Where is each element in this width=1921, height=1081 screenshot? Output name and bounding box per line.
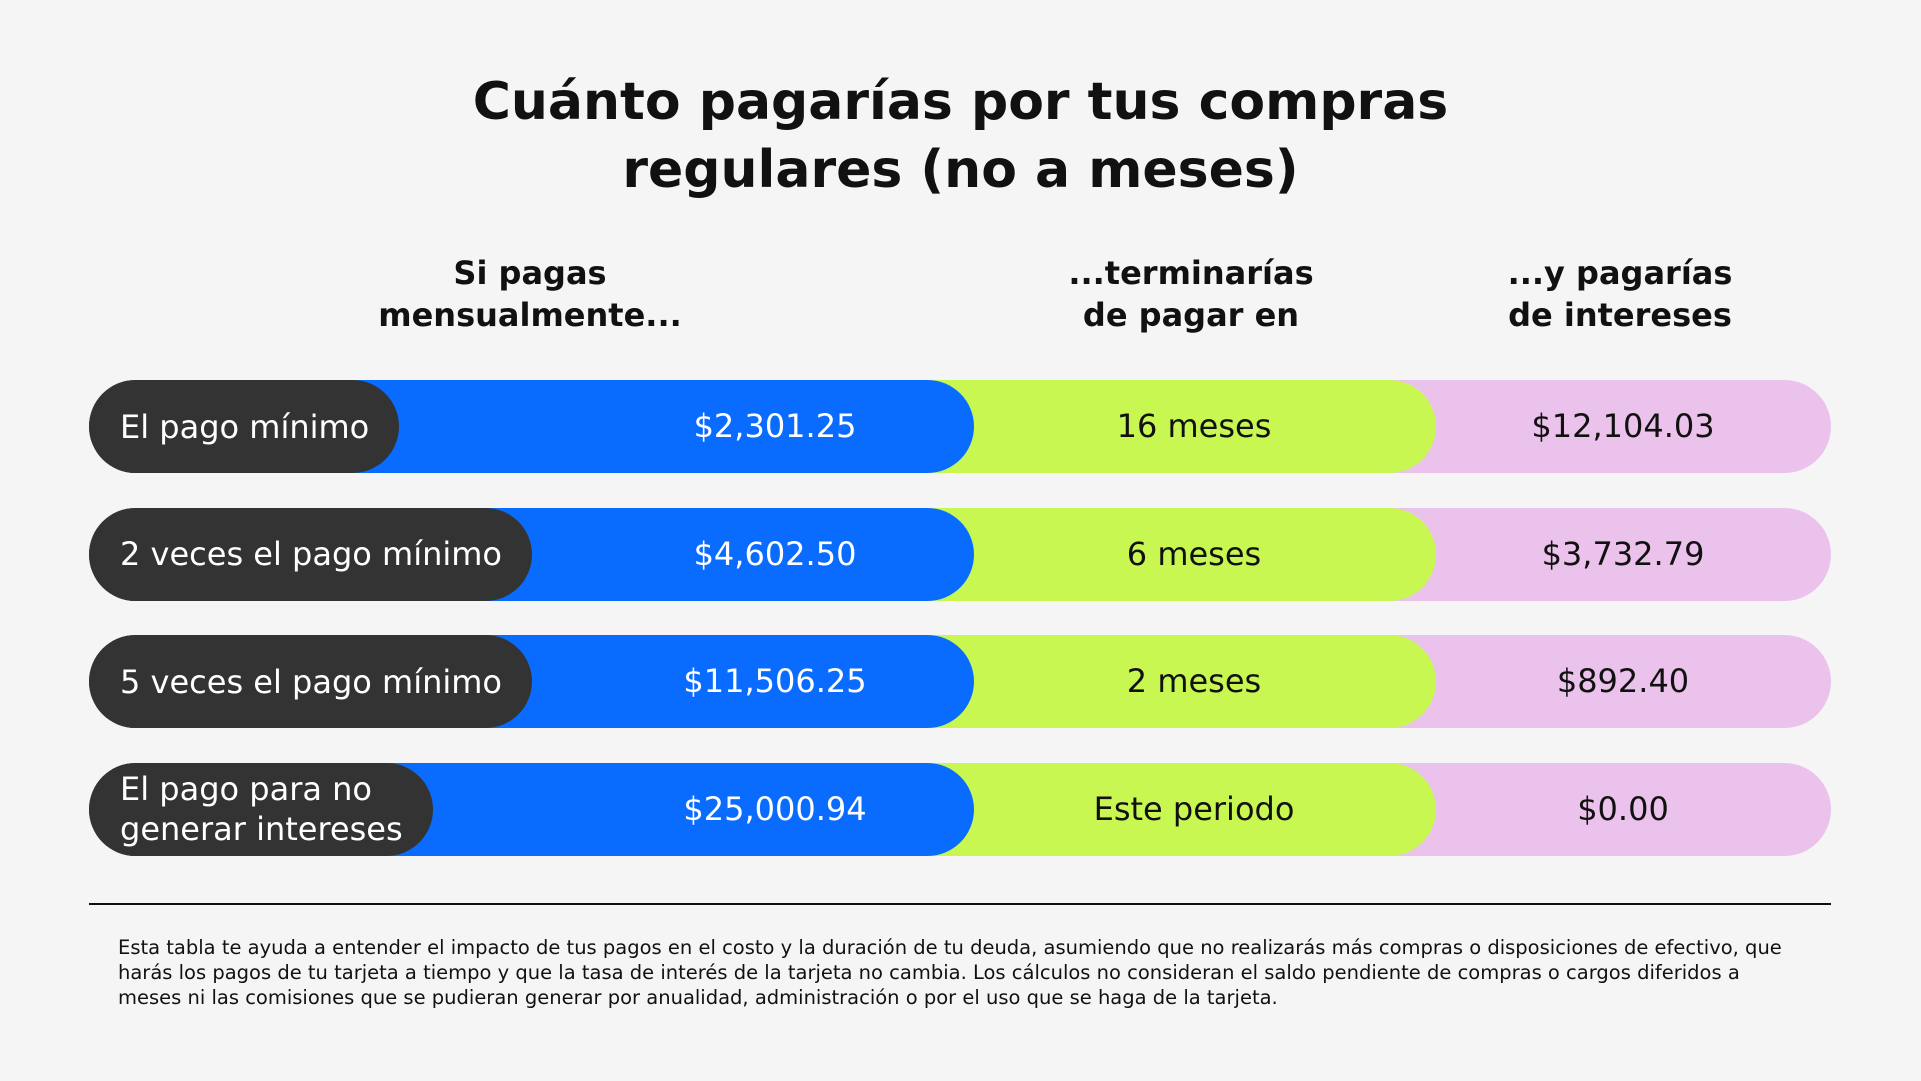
table-row: El pago mínimo $2,301.25 16 meses $12,104.0… [89, 380, 1831, 473]
duration-value: 16 meses [1116, 407, 1272, 445]
row-label: El pago para no generar intereses [89, 762, 433, 856]
payment-value: $2,301.25 [693, 407, 857, 445]
row-label-line: El pago mínimo [120, 407, 370, 446]
row-label-line: 5 veces el pago mínimo [120, 662, 502, 701]
interest-value: $0.00 [1577, 789, 1669, 828]
column-header: ...y pagarías de intereses [1410, 252, 1830, 336]
column-header: ...terminarías de pagar en [981, 252, 1401, 336]
row-label-line: 2 veces el pago mínimo [120, 535, 502, 573]
title-line: Cuánto pagarías por tus compras [472, 72, 1449, 132]
column-header: Si pagas mensualmente... [320, 252, 740, 336]
column-header-line: ...y pagarías [1507, 254, 1733, 292]
interest-value: $3,732.79 [1541, 534, 1705, 573]
row-label-line: El pago para no [120, 770, 372, 808]
column-header-line: ...terminarías [1068, 254, 1314, 292]
payment-value: $11,506.25 [683, 662, 867, 700]
row-label-line: generar intereses [120, 810, 403, 848]
title-line: regulares (no a meses) [622, 140, 1299, 200]
table-row: El pago para no generar intereses $25,000.… [89, 762, 1831, 856]
duration-value: Este periodo [1093, 789, 1295, 828]
row-label: 2 veces el pago mínimo [89, 507, 532, 601]
interest-value: $12,104.03 [1531, 407, 1715, 445]
payment-value: $4,602.50 [693, 534, 857, 573]
column-header-line: mensualmente... [378, 296, 682, 334]
footnote: Esta tabla te ayuda a entender el impact… [118, 936, 1782, 1009]
column-header-line: Si pagas [453, 254, 607, 292]
table-row: 2 veces el pago mínimo $4,602.50 6 meses $3… [89, 507, 1831, 601]
duration-value: 6 meses [1126, 534, 1262, 573]
row-label: 5 veces el pago mínimo [89, 635, 532, 728]
duration-value: 2 meses [1126, 662, 1262, 700]
row-label: El pago mínimo [89, 380, 400, 473]
interest-value: $892.40 [1556, 662, 1690, 700]
divider [89, 903, 1831, 905]
column-header-line: de intereses [1508, 296, 1732, 334]
column-header-line: de pagar en [1082, 296, 1300, 334]
table-row: 5 veces el pago mínimo $11,506.25 2 meses $… [89, 635, 1831, 728]
payment-value: $25,000.94 [683, 789, 867, 828]
title: Cuánto pagarías por tus compras regulares… [0, 68, 1921, 204]
